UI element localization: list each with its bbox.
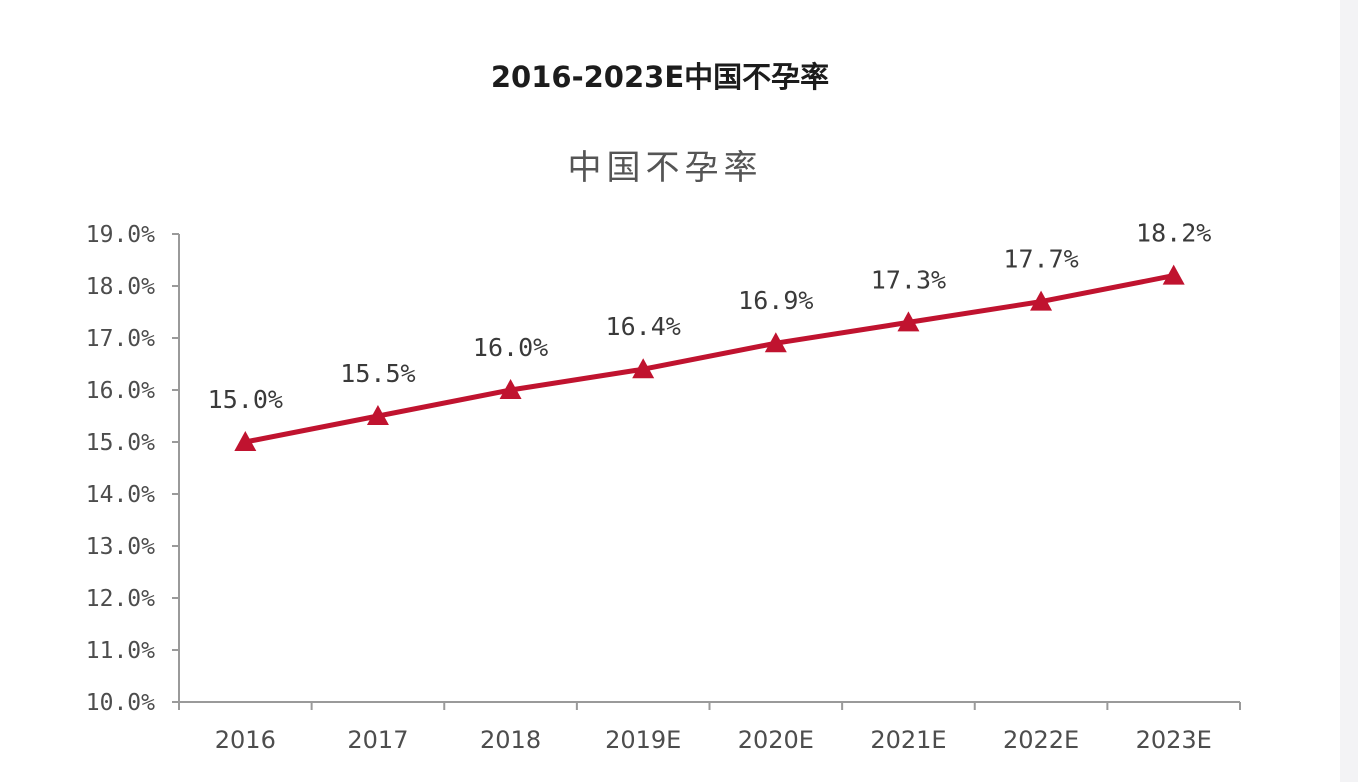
data-label: 15.0% xyxy=(208,385,283,414)
data-label: 17.3% xyxy=(871,265,946,294)
y-tick-label: 15.0% xyxy=(86,430,155,456)
x-tick-label: 2019E xyxy=(605,726,681,754)
data-label: 16.9% xyxy=(738,286,813,315)
y-tick-label: 17.0% xyxy=(86,326,155,352)
data-point-marker xyxy=(764,332,787,353)
y-tick-label: 12.0% xyxy=(86,586,155,612)
y-tick-label: 10.0% xyxy=(86,690,155,716)
data-point-marker xyxy=(897,311,920,332)
y-tick-label: 13.0% xyxy=(86,534,155,560)
data-point-marker xyxy=(632,358,655,379)
scrollbar-strip xyxy=(1340,0,1358,782)
data-label: 18.2% xyxy=(1136,219,1211,248)
data-point-marker xyxy=(366,405,389,425)
chart-title: 中国不孕率 xyxy=(567,148,763,188)
y-tick-label: 14.0% xyxy=(86,482,155,508)
x-tick-label: 2022E xyxy=(1003,726,1079,754)
x-tick-label: 2021E xyxy=(870,726,946,754)
page-title: 2016-2023E中国不孕率 xyxy=(490,60,830,94)
y-tick-label: 18.0% xyxy=(86,274,155,300)
data-label: 17.7% xyxy=(1003,245,1078,274)
data-point-marker xyxy=(1030,290,1053,311)
y-tick-label: 19.0% xyxy=(86,222,155,248)
data-point-marker xyxy=(499,379,522,399)
x-tick-label: 2018 xyxy=(480,726,541,754)
data-point-marker xyxy=(234,431,257,451)
y-tick-label: 16.0% xyxy=(86,378,155,404)
data-label: 16.4% xyxy=(606,312,681,341)
x-tick-label: 2017 xyxy=(347,726,408,754)
x-tick-label: 2016 xyxy=(215,726,276,754)
x-tick-label: 2023E xyxy=(1136,726,1212,754)
y-tick-label: 11.0% xyxy=(86,638,155,664)
series-line xyxy=(244,273,1175,445)
data-label: 16.0% xyxy=(473,333,548,362)
data-point-marker xyxy=(1162,264,1185,285)
x-tick-label: 2020E xyxy=(738,726,814,754)
data-label: 15.5% xyxy=(340,359,415,388)
